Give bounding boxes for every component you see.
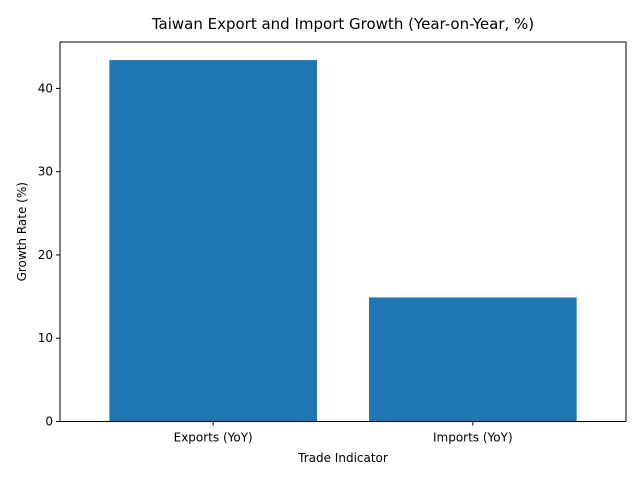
x-tick-label-1: Imports (YoY) xyxy=(433,431,513,445)
y-tick-label-1: 10 xyxy=(38,331,53,345)
y-tick-label-0: 0 xyxy=(45,415,53,429)
x-axis-label: Trade Indicator xyxy=(297,451,388,465)
chart-title: Taiwan Export and Import Growth (Year-on… xyxy=(151,15,534,33)
y-tick-label-3: 30 xyxy=(38,165,53,179)
y-tick-label-4: 40 xyxy=(38,81,53,95)
y-axis-ticks: 0 10 20 30 40 xyxy=(38,81,60,429)
bars-group xyxy=(109,60,577,422)
y-tick-label-2: 20 xyxy=(38,248,53,262)
bar-0 xyxy=(109,60,318,422)
x-axis-ticks: Exports (YoY) Imports (YoY) xyxy=(174,421,513,445)
y-axis-label: Growth Rate (%) xyxy=(15,182,29,281)
x-tick-label-0: Exports (YoY) xyxy=(174,431,253,445)
bar-1 xyxy=(368,297,577,422)
